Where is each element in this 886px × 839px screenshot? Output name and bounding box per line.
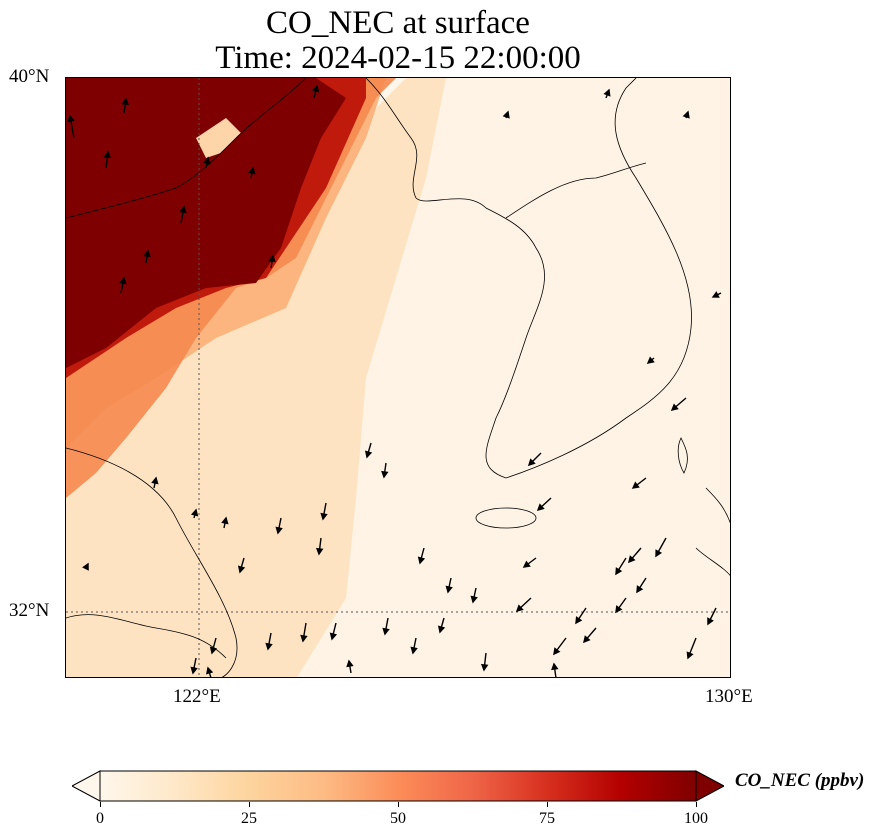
colorbar-tick-mark <box>100 802 101 807</box>
wind-vector-head <box>206 666 214 675</box>
colorbar-max-extend <box>695 770 724 802</box>
colorbar-tick-label: 50 <box>390 810 406 827</box>
colorbar-min-extend <box>72 770 101 802</box>
wind-vector-head <box>265 642 273 651</box>
wind-vector-head <box>311 84 320 93</box>
wind-vector-head <box>221 516 229 525</box>
colorbar-tick-label: 75 <box>539 810 555 827</box>
wind-vector-head <box>179 205 187 214</box>
wind-vector-head <box>82 562 89 571</box>
wind-vector-head <box>615 567 623 576</box>
wind-vector-head <box>417 556 426 565</box>
wind-vector-head <box>670 403 679 411</box>
wind-vector-head <box>711 291 720 298</box>
yangtze-estuary <box>66 614 227 659</box>
wind-vector-head <box>268 254 276 263</box>
wind-vector-head <box>470 595 478 604</box>
wind-vector-head <box>300 634 308 643</box>
wind-vector-head <box>410 646 418 655</box>
wind-vector-head <box>536 503 545 512</box>
wind-vector-head <box>522 560 531 568</box>
colorbar-tick-label: 0 <box>96 810 104 827</box>
coastlines <box>66 78 730 677</box>
wind-vector-head <box>364 450 373 459</box>
wind-vector-head <box>190 666 198 675</box>
colorbar-label: CO_NEC (ppbv) <box>735 770 865 791</box>
lat-label-40n: 40°N <box>9 66 50 87</box>
wind-vector-head <box>119 276 127 285</box>
lon-label-122e: 122°E <box>173 686 221 707</box>
wind-vector-head <box>682 110 690 119</box>
wind-vector-head <box>631 481 640 489</box>
map-title-line1: CO_NEC at surface <box>266 5 530 41</box>
peak-concentration-band <box>66 78 346 368</box>
wind-vector-head <box>320 512 328 521</box>
wind-vector-head <box>551 662 559 671</box>
wind-vector-head <box>143 249 151 258</box>
wind-vector-head <box>346 659 354 668</box>
colorbar <box>72 770 724 802</box>
korea-west-coast <box>365 78 545 479</box>
wind-vector-head <box>329 632 338 641</box>
wind-vector-head <box>209 646 218 655</box>
wind-vector-head <box>237 565 246 574</box>
wind-vector-head <box>437 625 446 634</box>
wind-vector-head <box>628 555 636 564</box>
wind-vector-head <box>603 88 611 97</box>
wind-vector-head <box>515 604 524 613</box>
wind-vectors <box>67 84 722 677</box>
wind-vector-head <box>190 508 199 517</box>
lat-label-32n: 32°N <box>9 600 50 621</box>
wind-vector-head <box>686 651 694 660</box>
wind-vector-head <box>480 663 489 672</box>
wind-vector-head <box>381 470 389 479</box>
wind-vector-head <box>553 647 561 656</box>
wind-vector-head <box>707 617 714 626</box>
wind-vector-head <box>121 97 129 106</box>
concentration-field <box>66 78 730 677</box>
map-panel <box>65 77 731 678</box>
wind-vector-head <box>151 476 159 485</box>
wind-vector-head <box>315 547 324 556</box>
jeju-island <box>475 507 537 529</box>
colorbar-tick-label: 25 <box>241 810 257 827</box>
wind-vector-head <box>67 114 75 123</box>
map-title-line2: Time: 2024-02-15 22:00:00 <box>215 40 581 76</box>
colorbar-tick-mark <box>398 802 399 807</box>
china-coast-south <box>66 447 238 677</box>
wind-vector-head <box>575 616 583 625</box>
wind-vector-head <box>527 458 536 467</box>
wind-vector-head <box>502 110 510 119</box>
wind-vector-head <box>382 627 390 636</box>
colorbar-tick-mark <box>547 802 548 807</box>
colorbar-tick-label: 100 <box>684 810 708 827</box>
china-coast-north <box>66 78 307 219</box>
wind-vector-head <box>615 605 623 614</box>
wind-vector-head <box>445 585 453 594</box>
lon-label-130e: 130°E <box>705 686 753 707</box>
wind-vector-head <box>203 156 211 165</box>
wind-vector-head <box>583 635 591 644</box>
nk-border <box>505 162 647 219</box>
wind-vector-head <box>248 166 256 175</box>
wind-vector-head <box>103 150 112 159</box>
plume-gap <box>196 118 241 158</box>
wind-vector-head <box>646 356 655 364</box>
tsushima-island <box>677 437 688 474</box>
colorbar-gradient <box>99 770 697 802</box>
very-low-concentration-band <box>297 78 730 677</box>
korea-east-coast <box>505 78 692 479</box>
japan-kyushu-coast <box>695 487 730 577</box>
map-canvas <box>66 78 730 677</box>
wind-vector-head <box>275 526 283 535</box>
wind-vector-head <box>636 585 644 594</box>
colorbar-tick-mark <box>249 802 250 807</box>
wind-vector-head <box>655 549 663 558</box>
colorbar-tick-mark <box>696 802 697 807</box>
